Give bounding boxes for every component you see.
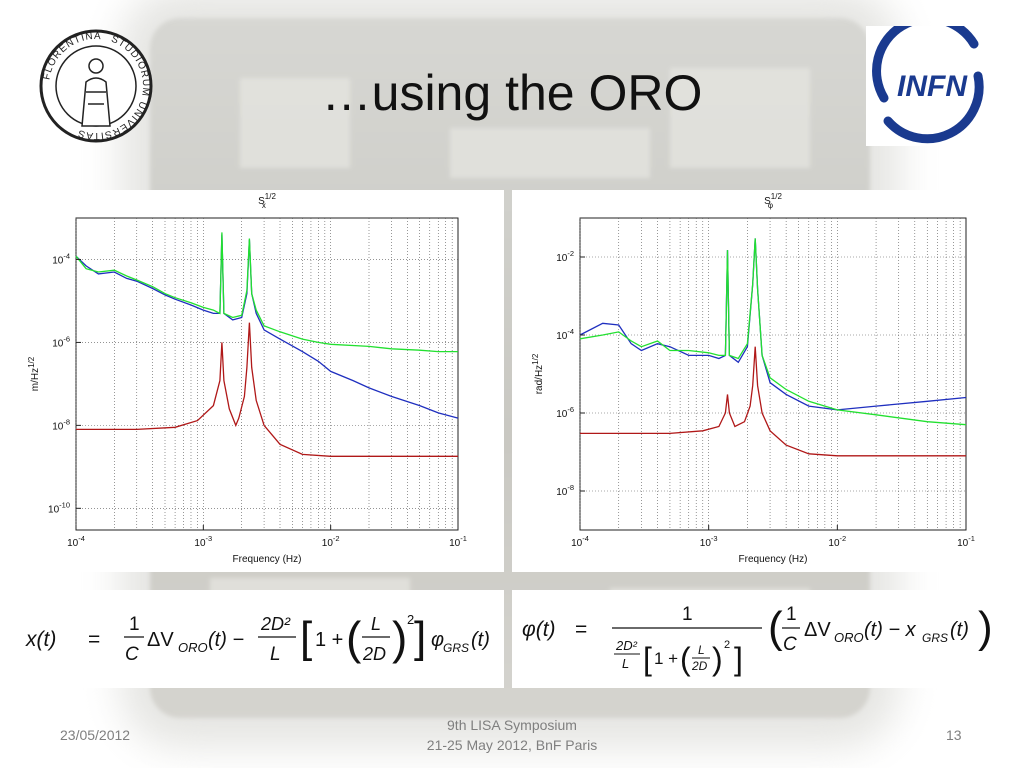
svg-text:2D²: 2D² [615, 638, 638, 653]
svg-text:2D: 2D [691, 659, 708, 673]
svg-text:φ: φ [431, 629, 444, 651]
svg-text:L: L [270, 644, 281, 665]
svg-text:[: [ [643, 641, 652, 677]
chart-angle-noise: 10-4 10-3 10-2 10-1 10-8 10-6 10-4 10-2 Frequenc… [531, 192, 975, 565]
svg-text:[: [ [300, 613, 312, 662]
eq-left-lhs: x(t) [25, 628, 56, 651]
svg-text:1 +: 1 + [654, 649, 678, 668]
x-axis-label: Frequency (Hz) [739, 554, 808, 565]
svg-text:): ) [392, 612, 407, 664]
x-tick-label: 10-1 [957, 534, 975, 549]
y-tick-label: 10-8 [52, 417, 70, 432]
x-tick-label: 10-1 [449, 534, 467, 549]
svg-text:ORO: ORO [834, 630, 864, 645]
plot-area [579, 217, 967, 531]
svg-text:GRS: GRS [443, 641, 469, 655]
x-tick-label: 10-3 [194, 534, 212, 549]
chart-title: S1/2 x [258, 192, 276, 210]
y-tick-label: 10-6 [52, 334, 70, 349]
series-line-2 [580, 346, 966, 457]
chart-panel-angle-noise: 10-4 10-3 10-2 10-1 10-8 10-6 10-4 10-2 Frequenc… [512, 190, 1004, 572]
svg-text:C: C [783, 634, 797, 655]
equation-x-render: x(t) = 1 C ΔV ORO (t) − 2D² L [ 1 + ( L … [25, 612, 490, 665]
footer-conference-venue: 21-25 May 2012, BnF Paris [426, 737, 598, 753]
eq-left-eq: = [88, 628, 100, 651]
svg-text:L: L [622, 656, 629, 671]
y-tick-label: 10-4 [556, 327, 574, 342]
svg-text:2D²: 2D² [260, 614, 291, 634]
equation-phi: φ(t) = 1 2D² L [ 1 + ( L 2D ) 2 ] ( 1 C … [512, 590, 1004, 688]
y-tick-label: 10-10 [48, 500, 70, 515]
footer-conference: 9th LISA Symposium 21-25 May 2012, BnF P… [0, 715, 1024, 755]
series-line-1 [75, 232, 458, 353]
svg-text:ΔV: ΔV [804, 619, 831, 641]
chart-title: S1/2 φ [764, 192, 782, 210]
svg-text:1: 1 [129, 614, 140, 635]
svg-text:(t): (t) [471, 629, 490, 651]
svg-text:): ) [712, 641, 723, 677]
y-axis-label: m/Hz1/2 [27, 356, 41, 391]
y-tick-label: 10-8 [556, 483, 574, 498]
eq-right-lhs: φ(t) [522, 618, 556, 641]
university-seal-logo: FLORENTINA STUDIORUM UNIVERSITAS [36, 26, 156, 146]
eq-right-eq: = [575, 618, 587, 641]
x-tick-label: 10-2 [322, 534, 340, 549]
equation-x: x(t) = 1 C ΔV ORO (t) − 2D² L [ 1 + ( L … [6, 590, 504, 688]
svg-text:]: ] [734, 641, 743, 677]
svg-text:(: ( [346, 612, 362, 664]
footer-conference-name: 9th LISA Symposium [447, 717, 577, 733]
footer-date: 23/05/2012 [60, 727, 131, 743]
svg-text:(: ( [768, 603, 783, 652]
svg-text:(t) −: (t) − [208, 629, 244, 651]
svg-text:L: L [371, 614, 381, 634]
grid [579, 218, 966, 530]
plot-area [75, 217, 459, 531]
svg-text:L: L [698, 643, 705, 657]
y-tick-label: 10-4 [52, 251, 70, 266]
svg-text:ORO: ORO [178, 640, 208, 655]
slide-title: …using the ORO [321, 65, 703, 121]
x-tick-label: 10-2 [828, 534, 846, 549]
series-line-0 [75, 234, 459, 419]
infn-logo-text: INFN [897, 70, 968, 103]
y-tick-label: 10-6 [556, 405, 574, 420]
svg-text:2: 2 [407, 612, 414, 627]
svg-text:1 +: 1 + [315, 629, 343, 651]
svg-text:ΔV: ΔV [147, 629, 174, 651]
svg-text:GRS: GRS [922, 631, 948, 645]
x-axis-label: Frequency (Hz) [233, 554, 302, 565]
grid [75, 218, 458, 530]
y-axis-label: rad/Hz1/2 [531, 353, 545, 394]
x-tick-label: 10-4 [67, 534, 85, 549]
footer-page-number: 13 [946, 727, 962, 743]
svg-text:C: C [125, 644, 139, 665]
x-tick-label: 10-4 [571, 534, 589, 549]
series-line-2 [76, 322, 458, 457]
svg-text:): ) [978, 603, 993, 652]
chart-position-noise: 10-4 10-3 10-2 10-1 10-10 10-8 10-6 10-4 Frequen… [27, 192, 467, 565]
series-line-0 [579, 238, 967, 411]
equation-phi-render: φ(t) = 1 2D² L [ 1 + ( L 2D ) 2 ] ( 1 C … [522, 603, 993, 677]
chart-panel-position-noise: 10-4 10-3 10-2 10-1 10-10 10-8 10-6 10-4 Frequen… [6, 190, 504, 572]
infn-logo: INFN [866, 14, 996, 146]
svg-text:1: 1 [682, 604, 693, 625]
svg-text:2D: 2D [362, 644, 386, 664]
svg-text:(t): (t) [950, 619, 969, 641]
svg-text:(t) − x: (t) − x [864, 619, 917, 641]
svg-text:1: 1 [786, 604, 797, 625]
svg-text:(: ( [680, 641, 691, 677]
svg-text:]: ] [414, 613, 426, 662]
y-tick-label: 10-2 [556, 249, 574, 264]
series-line-1 [579, 238, 967, 426]
x-tick-label: 10-3 [700, 534, 718, 549]
svg-text:2: 2 [724, 639, 730, 651]
